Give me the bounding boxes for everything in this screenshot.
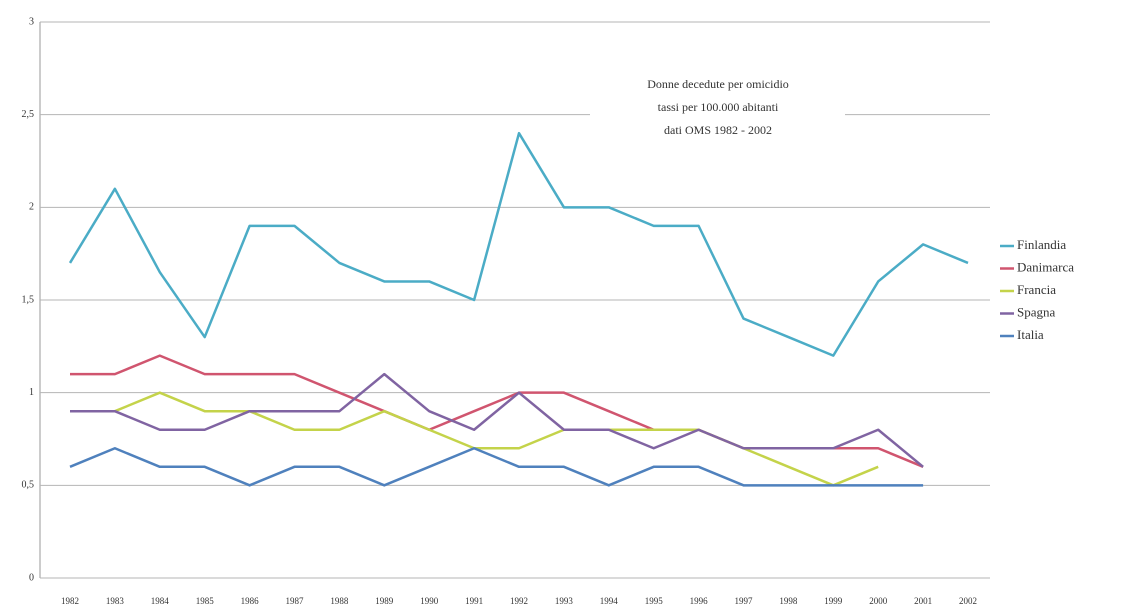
x-tick-label: 1989 [375,596,394,606]
x-tick-label: 2001 [914,596,932,606]
x-tick-label: 1983 [106,596,125,606]
y-tick-label: 0,5 [22,480,35,491]
x-tick-label: 1987 [286,596,305,606]
x-tick-label: 1986 [241,596,260,606]
x-tick-label: 1982 [61,596,79,606]
legend-label: Spagna [1017,304,1056,319]
title-box [590,70,845,146]
series-line [70,391,879,487]
legend-label: Finlandia [1017,237,1066,252]
y-tick-label: 2,5 [22,109,35,120]
x-tick-label: 1999 [824,596,843,606]
x-tick-label: 1993 [555,596,574,606]
y-tick-label: 0 [29,572,34,583]
x-tick-label: 1998 [779,596,798,606]
x-tick-label: 1994 [600,596,619,606]
y-tick-label: 2 [29,202,34,213]
series-line [68,131,969,357]
legend-label: Francia [1017,282,1056,297]
x-tick-label: 1997 [735,596,754,606]
chart-title: dati OMS 1982 - 2002 [664,123,772,137]
chart-title: Donne decedute per omicidio [647,77,789,91]
x-tick-label: 1985 [196,596,215,606]
legend-label: Italia [1017,327,1044,342]
y-tick-label: 3 [29,16,34,27]
series-line [70,372,924,468]
series-line [69,447,924,487]
x-tick-label: 2000 [869,596,888,606]
y-tick-label: 1,5 [22,294,35,305]
x-tick-label: 1991 [465,596,483,606]
y-tick-label: 1 [29,387,34,398]
x-tick-label: 2002 [959,596,977,606]
x-tick-label: 1995 [645,596,664,606]
x-tick-label: 1984 [151,596,170,606]
x-tick-label: 1988 [330,596,349,606]
x-tick-label: 1996 [690,596,709,606]
chart-title: tassi per 100.000 abitanti [658,100,779,114]
x-tick-label: 1990 [420,596,439,606]
x-tick-label: 1992 [510,596,528,606]
legend-label: Danimarca [1017,259,1074,274]
